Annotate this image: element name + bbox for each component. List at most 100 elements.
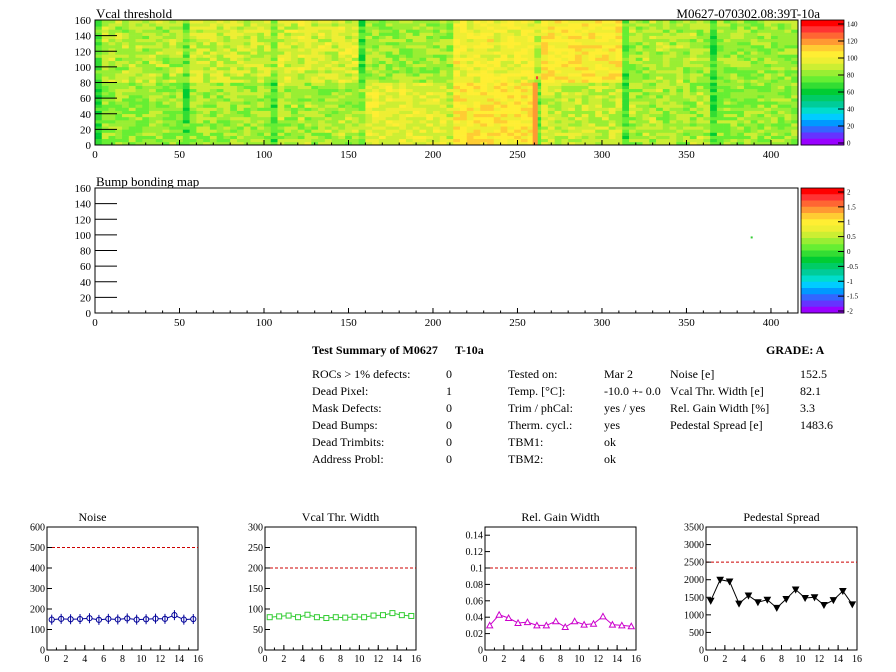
map1-cell: [777, 38, 785, 43]
map1-cell: [595, 98, 603, 102]
map1-cell: [203, 41, 211, 46]
map1-cell: [162, 23, 170, 27]
map1-cell: [122, 132, 130, 136]
map1-cell: [601, 79, 610, 83]
map1-cell: [568, 73, 576, 77]
map1-cell: [453, 57, 461, 61]
map1-cell: [608, 51, 616, 55]
map1-cell: [487, 45, 495, 49]
map1-cell: [574, 95, 582, 99]
map1-cell: [581, 120, 589, 124]
map1-cell: [372, 85, 380, 90]
y-tick-label: 0: [699, 646, 704, 657]
map1-cell: [399, 107, 407, 111]
map1-cell: [588, 110, 596, 115]
map1-cell: [676, 70, 684, 74]
map1-cell: [696, 120, 704, 124]
map1-cell: [743, 35, 751, 40]
map1-cell: [696, 20, 704, 24]
map1-cell: [541, 138, 549, 143]
map1-cell: [737, 135, 745, 140]
map1-cell: [446, 123, 454, 127]
map1-cell: [223, 54, 231, 58]
map1-cell: [196, 23, 204, 27]
map1-cell: [601, 98, 610, 102]
map1-cell: [662, 113, 670, 118]
data-point: [304, 611, 311, 618]
y-tick-label: 1000: [684, 610, 704, 621]
map1-cell: [250, 38, 258, 43]
map1-cell: [250, 113, 258, 118]
map1-cell: [629, 123, 637, 127]
map1-cell: [716, 35, 724, 40]
map1-cell: [250, 123, 258, 127]
map1-cell: [297, 107, 305, 111]
map1-cell: [196, 132, 204, 136]
map1-cell: [297, 126, 305, 130]
map1-cell: [304, 63, 312, 68]
map1-cell: [473, 95, 481, 99]
y-tick-label: 250: [248, 543, 263, 554]
map1-cell: [101, 123, 109, 127]
map1-cell: [412, 88, 420, 93]
map1-cell: [115, 135, 123, 140]
map2-scale-band: [801, 200, 844, 208]
map1-cell: [304, 123, 312, 127]
map1-cell: [169, 38, 177, 43]
map1-cell: [101, 98, 109, 102]
map1-cell: [716, 20, 724, 24]
map1-cell: [622, 35, 630, 40]
map1-cell: [263, 138, 272, 143]
map1-cell: [480, 98, 488, 102]
map1-cell: [297, 110, 305, 115]
map1-cell: [196, 38, 204, 43]
map1-cell: [270, 76, 278, 80]
map1-cell: [250, 70, 258, 74]
map1-cell: [351, 113, 359, 118]
map1-cell: [358, 113, 366, 118]
map1-cell: [466, 101, 474, 105]
map1-cell: [439, 141, 447, 146]
map1-cell: [791, 54, 799, 58]
summary-label: Address Probl:: [312, 452, 384, 466]
map1-cell: [608, 73, 616, 77]
map1-cell: [500, 110, 508, 115]
map1-cell: [561, 32, 569, 36]
map1-cell: [507, 23, 515, 27]
map1-cell: [710, 29, 718, 33]
map1-cell: [696, 48, 704, 52]
map1-cell: [520, 66, 528, 71]
map1-cell: [608, 63, 616, 68]
map1-cell: [453, 104, 461, 108]
map1-cell: [608, 26, 616, 30]
map1-cell: [155, 129, 163, 133]
map1-cell: [297, 70, 305, 74]
map1-cell: [689, 101, 697, 105]
map1-cell: [284, 51, 292, 55]
map1-cell: [122, 120, 130, 124]
x-tick-label: 2: [501, 654, 506, 665]
map1-cell: [115, 95, 123, 99]
y-tick-label: 150: [248, 584, 263, 595]
map1-cell: [574, 41, 582, 46]
map1-cell: [588, 32, 596, 36]
map1-cell: [615, 20, 623, 24]
map1-cell: [405, 79, 414, 83]
small-chart-frame: [264, 526, 417, 651]
y-tick-label: 300: [248, 523, 263, 534]
map1-cell: [656, 129, 664, 133]
map1-cell: [703, 120, 711, 124]
map1-cell: [608, 60, 616, 65]
map1-cell: [743, 126, 751, 130]
map1-cell: [764, 129, 772, 133]
map1-cell: [568, 66, 576, 71]
map1-cell: [656, 138, 664, 143]
map1-cell: [203, 138, 211, 143]
map1-cell: [385, 76, 393, 80]
map1-cell: [642, 116, 650, 121]
map1-cell: [108, 138, 116, 143]
map1-cell: [635, 88, 643, 93]
map1-cell: [514, 54, 522, 58]
map1-cell: [405, 57, 414, 61]
map1-cell: [473, 113, 481, 118]
